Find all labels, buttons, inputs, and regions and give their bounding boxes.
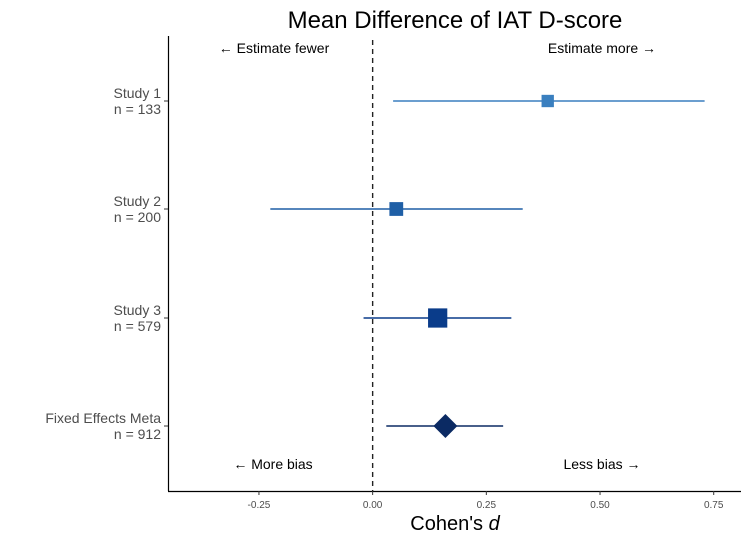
x-axis-ticks: -0.25 0.00 0.25 0.50 0.75 — [248, 491, 724, 511]
study-n-label: n = 579 — [114, 318, 161, 334]
study-n-label: n = 912 — [114, 426, 161, 442]
annotation-estimate-fewer: ← Estimate fewer — [219, 40, 330, 56]
chart-title: Mean Difference of IAT D-score — [288, 7, 623, 34]
study-rows: Study 1n = 133 Study 2n = 200 Study 3n = 5… — [45, 85, 705, 442]
study-name-label: Study 3 — [114, 302, 162, 318]
row-study-3: Study 3n = 579 — [114, 302, 512, 334]
annotation-more-bias: ← More bias — [233, 456, 312, 472]
x-axis-label-variable: d — [489, 513, 501, 535]
estimate-square-study-2 — [389, 202, 404, 216]
study-name-label: Study 2 — [114, 193, 162, 209]
x-tick-label: 0.75 — [704, 500, 724, 511]
x-axis-label-prefix: Cohen's — [410, 513, 488, 535]
x-tick-label: 0.00 — [363, 500, 383, 511]
estimate-diamond-fixed-effects-meta — [433, 414, 458, 438]
x-tick-label: -0.25 — [248, 500, 271, 511]
study-name-label: Fixed Effects Meta — [45, 410, 161, 426]
estimate-square-study-1 — [541, 94, 554, 108]
annotation-less-bias: Less bias → — [563, 456, 640, 472]
annotation-estimate-more: Estimate more → — [548, 40, 656, 56]
estimate-square-study-3 — [428, 308, 448, 328]
x-axis-label: Cohen's d — [410, 513, 500, 535]
x-tick-label: 0.25 — [477, 500, 497, 511]
row-study-2: Study 2n = 200 — [114, 193, 523, 225]
study-n-label: n = 200 — [114, 209, 161, 225]
study-n-label: n = 133 — [114, 101, 161, 117]
row-study-1: Study 1n = 133 — [114, 85, 705, 117]
study-name-label: Study 1 — [114, 85, 162, 101]
x-tick-label: 0.50 — [590, 500, 610, 511]
